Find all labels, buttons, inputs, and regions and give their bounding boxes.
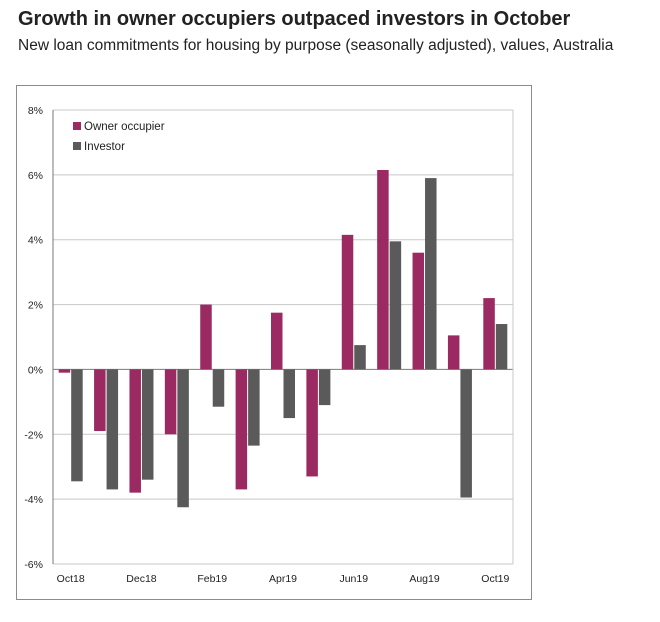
y-tick-label: 6%	[28, 170, 43, 182]
x-axis-ticks: Oct18 Dec18 Feb19 Apr19 Jun19 Aug19 Oct19	[57, 573, 510, 585]
bar-owner-occupier-jan19	[164, 369, 177, 435]
chart-subtitle: New loan commitments for housing by purp…	[18, 37, 614, 54]
bar-owner-occupier-may19	[306, 369, 318, 477]
x-tick-label: Oct19	[481, 573, 509, 585]
bars	[58, 169, 508, 508]
chart-title: Growth in owner occupiers outpaced inves…	[18, 8, 571, 30]
bar-investor-jun19	[354, 345, 366, 370]
bar-owner-occupier-dec18	[129, 369, 141, 493]
x-tick-label: Apr19	[269, 573, 297, 585]
x-tick-label: Dec18	[126, 573, 157, 585]
bar-owner-occupier-oct19	[483, 298, 495, 370]
bar-owner-occupier-jun19	[341, 234, 354, 370]
bar-investor-aug19	[425, 178, 437, 370]
x-tick-label: Feb19	[197, 573, 227, 585]
bar-investor-feb19	[212, 369, 225, 407]
bar-owner-occupier-feb19	[200, 304, 212, 370]
y-tick-label: 4%	[28, 235, 43, 247]
x-tick-label: Oct18	[57, 573, 85, 585]
legend-label: Owner occupier	[84, 121, 165, 133]
y-tick-label: 8%	[28, 105, 43, 117]
y-tick-label: -2%	[24, 429, 43, 441]
x-tick-label: Jun19	[339, 573, 368, 585]
bar-investor-oct18	[71, 369, 83, 482]
y-tick-label: -6%	[24, 559, 43, 571]
bar-investor-jul19	[389, 241, 402, 370]
x-tick-label: Aug19	[409, 573, 440, 585]
bar-investor-apr19	[283, 369, 295, 419]
bar-investor-mar19	[248, 369, 260, 446]
bar-investor-nov18	[106, 369, 119, 490]
y-tick-label: -4%	[24, 494, 43, 506]
bar-owner-occupier-aug19	[412, 252, 425, 370]
bar-owner-occupier-nov18	[94, 369, 106, 432]
y-axis-ticks: -6% -4% -2% 0% 2% 4% 6% 8%	[24, 105, 43, 571]
bar-investor-oct19	[495, 324, 508, 370]
y-tick-label: 0%	[28, 364, 43, 376]
gridlines	[52, 109, 514, 565]
bar-owner-occupier-mar19	[235, 369, 248, 490]
legend-swatch	[73, 142, 81, 150]
bar-investor-jan19	[177, 369, 189, 508]
bar-owner-occupier-jul19	[377, 169, 389, 370]
bar-investor-dec18	[141, 369, 154, 480]
y-tick-label: 2%	[28, 300, 43, 312]
bar-owner-occupier-apr19	[271, 312, 283, 370]
legend-swatch	[73, 122, 81, 130]
bar-owner-occupier-oct18	[58, 369, 71, 373]
bar-investor-sep19	[460, 369, 472, 498]
legend-label: Investor	[84, 141, 125, 153]
legend: Owner occupier Investor	[73, 121, 165, 153]
bar-owner-occupier-sep19	[447, 335, 460, 370]
bar-investor-may19	[318, 369, 331, 406]
